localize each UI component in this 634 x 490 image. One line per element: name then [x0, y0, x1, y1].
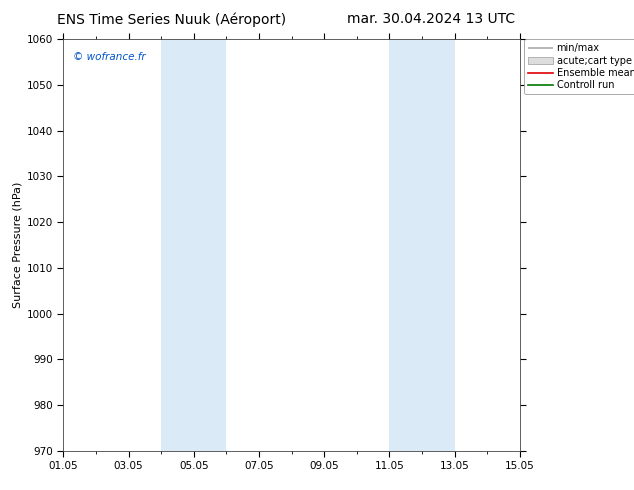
- Text: © wofrance.fr: © wofrance.fr: [72, 51, 145, 62]
- Bar: [389, 39, 455, 451]
- Bar: [161, 39, 226, 451]
- Text: ENS Time Series Nuuk (Aéroport): ENS Time Series Nuuk (Aéroport): [56, 12, 286, 27]
- Text: mar. 30.04.2024 13 UTC: mar. 30.04.2024 13 UTC: [347, 12, 515, 26]
- Y-axis label: Surface Pressure (hPa): Surface Pressure (hPa): [13, 182, 23, 308]
- Legend: min/max, acute;cart type, Ensemble mean run, Controll run: min/max, acute;cart type, Ensemble mean …: [524, 39, 634, 94]
